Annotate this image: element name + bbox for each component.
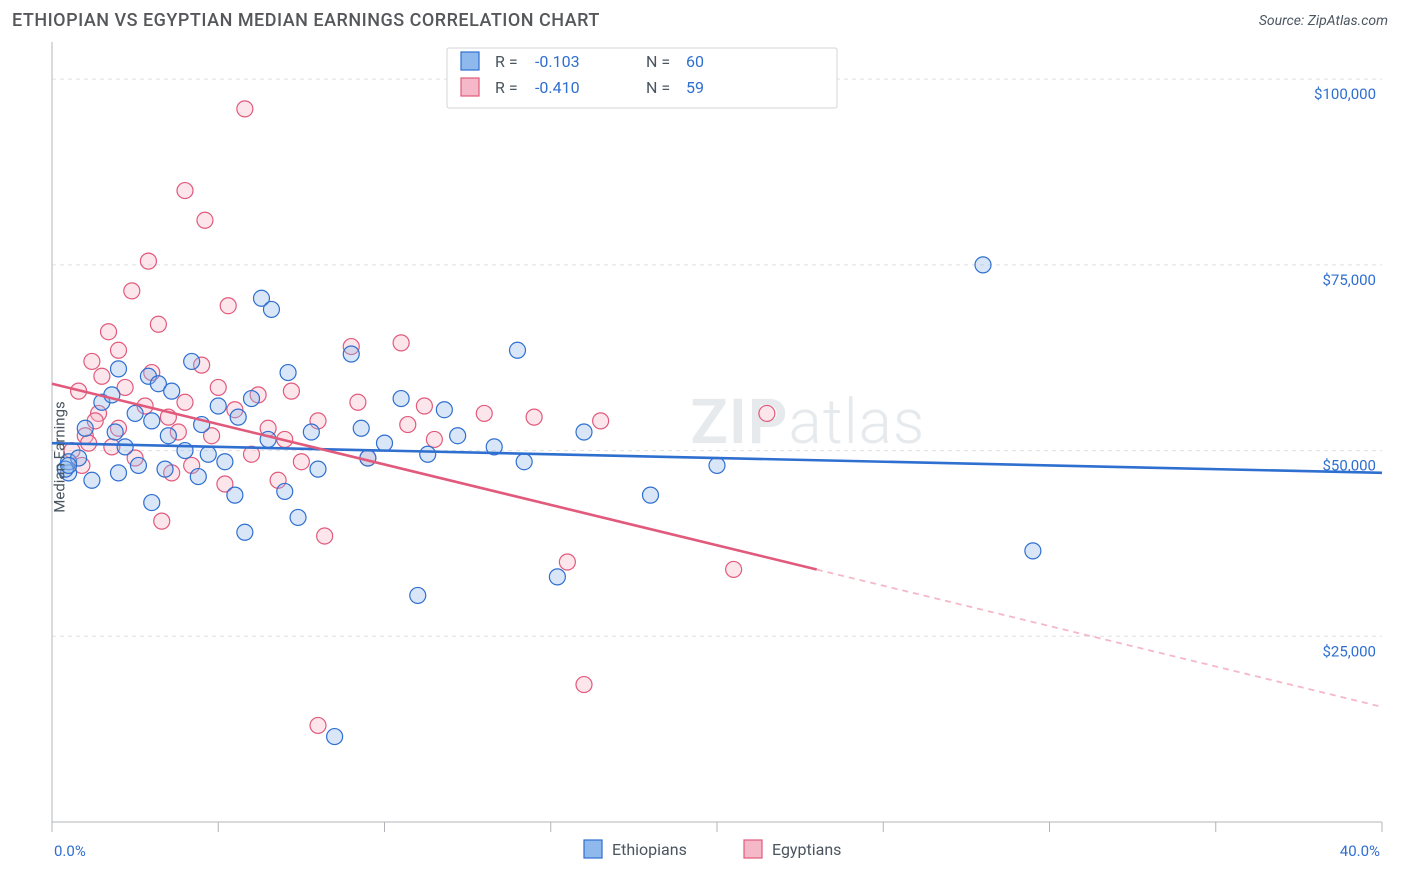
svg-text:R =: R = <box>495 52 518 71</box>
svg-text:59: 59 <box>686 78 704 97</box>
svg-text:-0.103: -0.103 <box>535 52 580 71</box>
svg-text:0.0%: 0.0% <box>54 842 86 860</box>
svg-text:40.0%: 40.0% <box>1340 842 1380 860</box>
svg-text:R =: R = <box>495 78 518 97</box>
y-axis-label: Median Earnings <box>51 401 69 512</box>
svg-text:Egyptians: Egyptians <box>772 840 841 859</box>
source-attribution: Source: ZipAtlas.com <box>1259 13 1388 29</box>
chart-area: Median Earnings $25,000$50,000$75,000$10… <box>12 42 1388 872</box>
svg-text:$75,000: $75,000 <box>1322 271 1376 289</box>
svg-text:N =: N = <box>646 52 670 71</box>
svg-text:$25,000: $25,000 <box>1322 642 1376 660</box>
svg-text:ZIPatlas: ZIPatlas <box>690 386 925 459</box>
svg-text:60: 60 <box>686 52 704 71</box>
scatter-chart-svg: $25,000$50,000$75,000$100,0000.0%40.0%ZI… <box>12 42 1388 872</box>
svg-text:$100,000: $100,000 <box>1314 85 1376 103</box>
svg-text:N =: N = <box>646 78 670 97</box>
svg-text:Ethiopians: Ethiopians <box>612 840 687 859</box>
chart-header: ETHIOPIAN VS EGYPTIAN MEDIAN EARNINGS CO… <box>0 0 1406 35</box>
svg-text:-0.410: -0.410 <box>535 78 580 97</box>
chart-title: ETHIOPIAN VS EGYPTIAN MEDIAN EARNINGS CO… <box>12 10 600 31</box>
